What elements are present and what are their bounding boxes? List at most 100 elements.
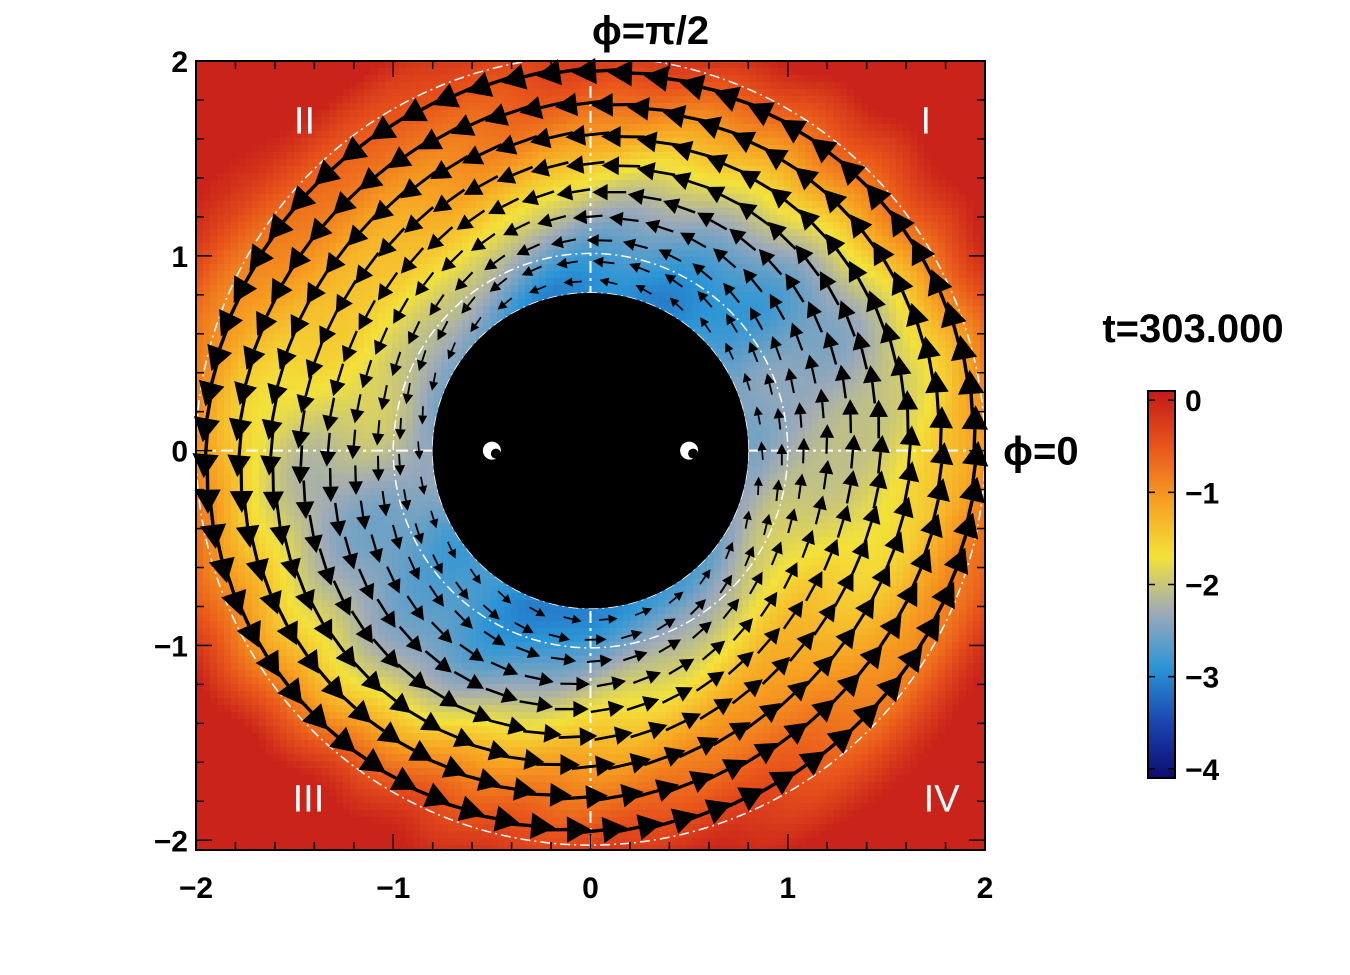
velocity-arrow [339,739,386,773]
velocity-arrow [430,155,469,180]
velocity-arrow [572,209,603,225]
velocity-arrow [908,548,932,595]
quadrant-label-iii: III [293,778,325,820]
velocity-arrow [849,214,881,255]
velocity-arrow [273,600,298,646]
velocity-arrow [705,186,741,206]
velocity-arrow [795,244,820,277]
velocity-arrow [668,591,684,604]
velocity-arrow [750,307,764,331]
velocity-arrow [627,97,677,121]
velocity-arrow [805,354,820,384]
colorbar-tick-label: −1 [1185,477,1219,510]
velocity-arrow [262,467,284,512]
velocity-arrow [291,410,311,449]
velocity-arrow [819,424,835,454]
velocity-arrow [415,271,435,296]
quadrant-label-i: I [921,100,932,142]
velocity-arrow [430,621,453,644]
velocity-arrow [556,257,579,269]
velocity-arrow [290,631,320,674]
colorbar: 0 −1 −2 −3 −4 [1147,385,1220,787]
velocity-arrow [329,502,347,537]
velocity-arrow [417,349,428,371]
velocity-arrow [797,437,810,464]
velocity-arrow [280,536,301,580]
velocity-arrow [419,754,467,778]
velocity-arrow [806,301,824,333]
velocity-arrow [447,342,456,360]
velocity-arrow [726,313,739,333]
velocity-arrow [514,621,534,634]
velocity-arrow [722,598,740,620]
velocity-arrow [725,342,734,360]
velocity-arrow [700,317,712,333]
velocity-arrow [267,362,288,405]
velocity-arrow [893,496,914,540]
velocity-arrow [607,753,651,774]
velocity-arrow [586,654,613,667]
velocity-arrow [329,363,346,397]
velocity-arrow [636,131,681,153]
velocity-arrow [516,243,541,256]
velocity-arrow [529,606,546,617]
velocity-arrow [550,236,577,249]
velocity-arrow [871,434,890,474]
velocity-arrow [304,514,323,554]
velocity-arrow [341,330,358,363]
velocity-arrow [319,432,337,467]
velocity-arrow [626,696,660,712]
velocity-arrow [635,284,652,295]
velocity-arrow [548,632,570,643]
velocity-arrow [699,698,733,721]
velocity-arrow [768,221,797,250]
velocity-arrow [425,685,459,707]
velocity-arrow [813,602,836,636]
velocity-arrow [406,595,425,621]
velocity-arrow [783,562,798,590]
velocity-arrow [697,290,713,308]
velocity-arrow [434,726,475,748]
velocity-arrow [295,480,315,520]
velocity-arrow [712,722,751,747]
velocity-arrow [844,434,862,469]
velocity-arrow [402,382,414,405]
velocity-arrow [374,327,389,355]
velocity-arrow [500,812,556,839]
phi-zero-label: ϕ=0 [1003,430,1079,474]
velocity-arrow [485,687,518,703]
velocity-arrow [819,271,840,306]
velocity-arrow [737,202,771,227]
velocity-arrow [929,406,953,456]
velocity-arrow [563,277,582,287]
velocity-arrow [322,397,339,432]
velocity-arrow [880,322,901,365]
velocity-arrow [194,458,221,514]
velocity-arrow [835,505,852,538]
velocity-arrow [371,420,385,446]
colorbar-tick-label: −2 [1185,570,1219,603]
velocity-arrow [753,406,763,425]
velocity-arrow [390,351,403,377]
velocity-arrow [348,465,363,496]
velocity-arrow [261,396,283,441]
velocity-arrow [469,568,481,585]
velocity-arrow [563,614,582,624]
x-tick-label: 0 [582,872,599,905]
velocity-arrow [890,355,912,400]
y-tick-label: −2 [154,825,188,858]
velocity-arrow [429,510,439,529]
colorbar-tick-label: 0 [1185,385,1202,418]
velocity-arrow [400,247,425,274]
velocity-arrow [850,539,869,576]
velocity-arrow [788,631,815,662]
velocity-arrow [530,127,574,149]
velocity-arrow [277,328,298,370]
velocity-arrow [489,277,508,292]
y-tick-label: 0 [171,436,188,469]
velocity-arrow [744,545,755,567]
velocity-arrow [356,500,371,530]
velocity-arrow [249,628,280,678]
velocity-arrow [801,529,815,558]
velocity-arrow [661,686,693,704]
